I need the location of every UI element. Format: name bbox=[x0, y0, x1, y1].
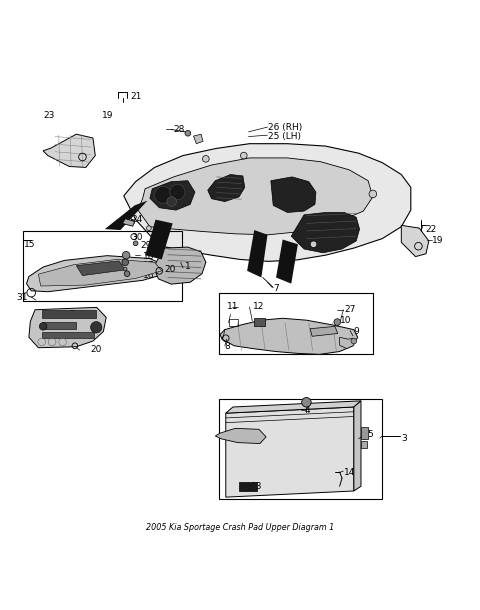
Polygon shape bbox=[401, 225, 429, 257]
Text: 5: 5 bbox=[367, 431, 373, 439]
Circle shape bbox=[167, 197, 177, 206]
Polygon shape bbox=[291, 212, 360, 253]
Text: 21: 21 bbox=[130, 92, 141, 101]
Text: 19: 19 bbox=[432, 236, 444, 245]
Circle shape bbox=[124, 271, 130, 276]
Polygon shape bbox=[38, 259, 162, 286]
Polygon shape bbox=[276, 240, 298, 284]
Polygon shape bbox=[122, 218, 135, 226]
Polygon shape bbox=[26, 256, 167, 292]
Text: 11: 11 bbox=[227, 303, 238, 311]
Text: 24: 24 bbox=[131, 215, 142, 224]
Circle shape bbox=[203, 156, 209, 162]
Circle shape bbox=[369, 190, 377, 198]
Circle shape bbox=[146, 226, 151, 231]
Text: 16: 16 bbox=[143, 271, 154, 279]
Polygon shape bbox=[124, 144, 411, 261]
Bar bbox=[42, 332, 94, 338]
Circle shape bbox=[240, 152, 247, 159]
Polygon shape bbox=[138, 158, 373, 235]
Text: 23: 23 bbox=[43, 111, 55, 120]
Circle shape bbox=[122, 251, 130, 259]
Text: 2: 2 bbox=[69, 310, 75, 319]
Circle shape bbox=[155, 187, 172, 204]
Polygon shape bbox=[216, 428, 266, 443]
Bar bbox=[42, 322, 76, 329]
Polygon shape bbox=[193, 134, 203, 144]
Circle shape bbox=[351, 338, 357, 344]
Polygon shape bbox=[271, 177, 316, 212]
Polygon shape bbox=[154, 247, 206, 284]
Text: 4: 4 bbox=[304, 406, 310, 415]
Text: 3: 3 bbox=[401, 434, 407, 443]
Circle shape bbox=[334, 319, 341, 325]
Bar bbox=[42, 310, 96, 318]
Bar bbox=[219, 399, 383, 498]
Polygon shape bbox=[145, 220, 173, 259]
Text: 26 (RH): 26 (RH) bbox=[268, 123, 303, 132]
Polygon shape bbox=[247, 230, 267, 278]
Text: 1: 1 bbox=[185, 262, 191, 271]
Bar bbox=[361, 440, 367, 448]
Text: 27: 27 bbox=[344, 305, 356, 314]
Text: 2005 Kia Sportage Crash Pad Upper Diagram 1: 2005 Kia Sportage Crash Pad Upper Diagra… bbox=[146, 523, 334, 531]
Circle shape bbox=[123, 267, 127, 271]
Text: 12: 12 bbox=[253, 303, 264, 311]
Text: 10: 10 bbox=[340, 316, 351, 325]
Circle shape bbox=[185, 131, 191, 136]
Text: 17: 17 bbox=[143, 260, 154, 270]
Text: 20: 20 bbox=[164, 265, 176, 274]
Circle shape bbox=[39, 323, 47, 330]
Polygon shape bbox=[105, 201, 147, 230]
Bar bbox=[254, 318, 264, 326]
Circle shape bbox=[310, 241, 317, 248]
Circle shape bbox=[170, 184, 185, 199]
Text: 28: 28 bbox=[174, 125, 185, 134]
Text: 19: 19 bbox=[102, 111, 114, 120]
Polygon shape bbox=[226, 407, 354, 497]
Text: 13: 13 bbox=[252, 482, 263, 490]
Polygon shape bbox=[43, 134, 96, 167]
Bar bbox=[23, 231, 181, 301]
Bar bbox=[239, 483, 257, 491]
Circle shape bbox=[301, 398, 311, 407]
Circle shape bbox=[133, 241, 138, 246]
Text: 20: 20 bbox=[91, 345, 102, 354]
Text: 22: 22 bbox=[425, 224, 436, 234]
Polygon shape bbox=[208, 174, 245, 201]
Text: 15: 15 bbox=[24, 240, 36, 249]
Text: 31: 31 bbox=[16, 293, 27, 302]
Text: 7: 7 bbox=[273, 284, 279, 293]
Bar bbox=[361, 428, 368, 439]
Polygon shape bbox=[340, 337, 354, 349]
Text: 25 (LH): 25 (LH) bbox=[268, 132, 301, 141]
Polygon shape bbox=[150, 181, 195, 210]
Polygon shape bbox=[354, 401, 361, 491]
Text: 8: 8 bbox=[225, 342, 230, 351]
Circle shape bbox=[122, 259, 129, 265]
Circle shape bbox=[91, 321, 102, 333]
Bar bbox=[219, 293, 373, 354]
Text: 30: 30 bbox=[131, 233, 143, 242]
Polygon shape bbox=[310, 326, 338, 336]
Polygon shape bbox=[220, 318, 358, 354]
Text: 6: 6 bbox=[227, 432, 232, 442]
Text: 9: 9 bbox=[354, 326, 360, 336]
Polygon shape bbox=[76, 261, 125, 276]
Text: 18: 18 bbox=[143, 252, 154, 261]
Text: 29: 29 bbox=[140, 241, 152, 250]
Text: 14: 14 bbox=[344, 467, 356, 476]
Polygon shape bbox=[226, 401, 361, 413]
Polygon shape bbox=[29, 307, 106, 348]
